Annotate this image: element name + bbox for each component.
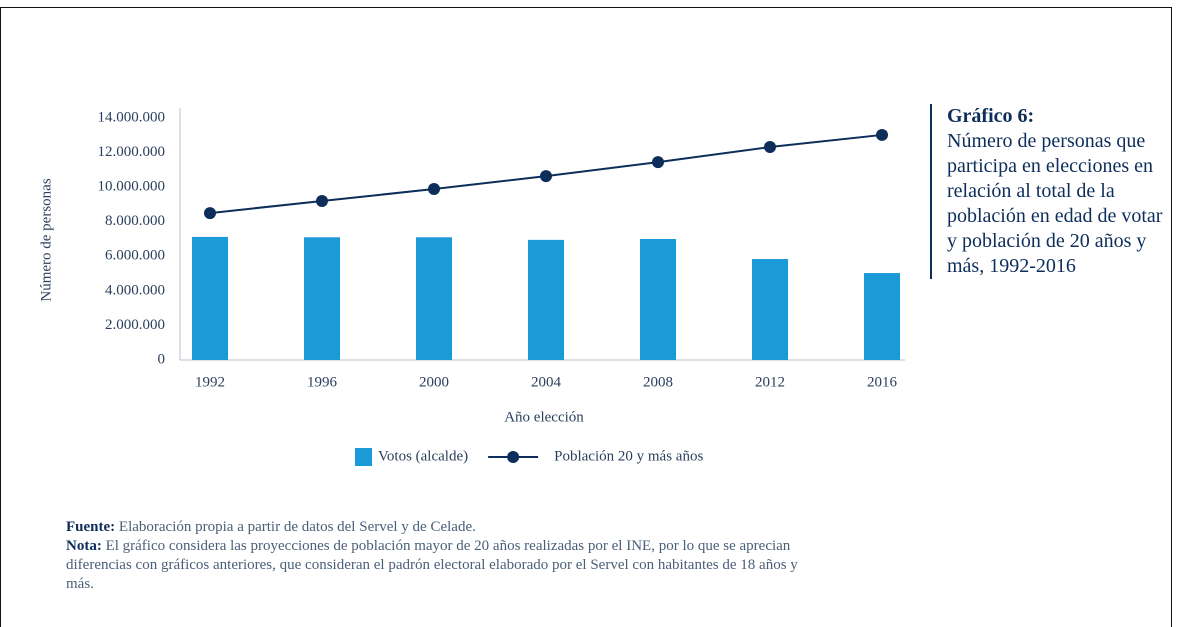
legend-label: Votos (alcalde) xyxy=(378,448,468,464)
y-axis-title: Número de personas xyxy=(38,178,54,301)
bar xyxy=(528,239,564,360)
x-tick-label: 2000 xyxy=(419,374,449,390)
x-tick-label: 2004 xyxy=(531,374,562,390)
point xyxy=(204,207,216,220)
legend-label: Población 20 y más años xyxy=(554,448,703,464)
y-tick-label: 6.000.000 xyxy=(105,248,165,264)
note-text: El gráfico considera las proyecciones de… xyxy=(66,538,798,592)
point xyxy=(876,128,888,141)
x-tick-label: 2008 xyxy=(643,374,673,390)
notes: Fuente: Elaboración propia a partir de d… xyxy=(66,518,826,594)
y-tick-label: 14.000.000 xyxy=(98,109,166,125)
y-tick-label: 0 xyxy=(158,351,166,367)
x-tick-label: 1992 xyxy=(195,374,225,390)
note-label: Nota: xyxy=(66,538,102,554)
caption: Gráfico 6: Número de personas que partic… xyxy=(930,104,1172,279)
chart-title: Gráfico 6: xyxy=(947,105,1035,127)
x-tick-label: 1996 xyxy=(307,374,338,390)
y-tick-label: 4.000.000 xyxy=(105,282,165,298)
y-tick-label: 8.000.000 xyxy=(105,213,165,229)
x-tick-label: 2012 xyxy=(755,374,785,390)
bar xyxy=(304,237,340,360)
point xyxy=(316,194,328,207)
bar xyxy=(752,259,788,360)
note-text: Elaboración propia a partir de datos del… xyxy=(118,519,476,535)
bar xyxy=(640,239,676,360)
note: Nota: El gráfico considera las proyeccio… xyxy=(66,537,826,594)
point xyxy=(652,156,664,169)
bar xyxy=(192,236,228,360)
note-label: Fuente: xyxy=(66,519,116,535)
bar xyxy=(416,237,452,360)
y-tick-label: 12.000.000 xyxy=(98,144,166,160)
point xyxy=(540,170,552,183)
y-tick-label: 10.000.000 xyxy=(98,179,166,195)
point xyxy=(764,141,776,154)
y-tick-label: 2.000.000 xyxy=(105,317,165,333)
chart-subtitle: Número de personas que participa en elec… xyxy=(947,130,1163,277)
point xyxy=(428,183,440,196)
note: Fuente: Elaboración propia a partir de d… xyxy=(66,518,826,537)
x-axis-title: Año elección xyxy=(504,409,584,425)
legend-swatch xyxy=(355,448,372,466)
x-tick-label: 2016 xyxy=(867,374,898,390)
legend-dot xyxy=(507,451,520,463)
bar xyxy=(864,273,900,360)
frame xyxy=(0,7,1172,627)
